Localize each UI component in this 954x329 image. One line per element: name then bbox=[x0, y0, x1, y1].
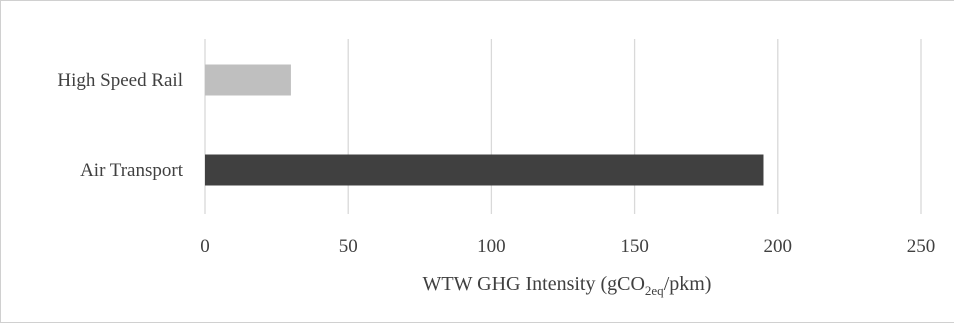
bar-high-speed-rail bbox=[205, 64, 291, 96]
x-axis-title-suffix: /pkm) bbox=[664, 273, 712, 295]
x-tick-label-0: 0 bbox=[200, 236, 210, 257]
gridlines bbox=[204, 39, 922, 214]
category-label-air-transport: Air Transport bbox=[80, 160, 184, 181]
x-tick-label-50: 50 bbox=[339, 236, 358, 257]
category-label-high-speed-rail: High Speed Rail bbox=[57, 70, 183, 91]
bars bbox=[205, 64, 764, 186]
x-tick-label-250: 250 bbox=[907, 236, 936, 257]
x-tick-label-100: 100 bbox=[477, 236, 506, 257]
category-labels: High Speed Rail Air Transport bbox=[57, 70, 183, 181]
bar-air-transport bbox=[205, 154, 764, 186]
x-tick-labels: 0 50 100 150 200 250 bbox=[200, 236, 935, 257]
x-axis-title-prefix: WTW GHG Intensity (gCO bbox=[423, 273, 645, 295]
x-axis-title: WTW GHG Intensity (gCO2eq/pkm) bbox=[423, 273, 712, 298]
x-tick-label-200: 200 bbox=[764, 236, 793, 257]
x-tick-label-150: 150 bbox=[620, 236, 649, 257]
x-axis-title-subscript: 2eq bbox=[645, 283, 664, 298]
